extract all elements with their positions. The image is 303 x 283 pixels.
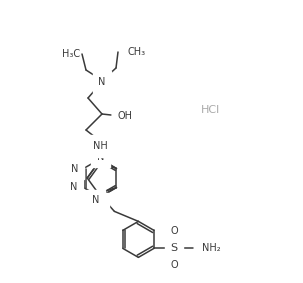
Text: NH₂: NH₂ <box>202 243 221 253</box>
Text: CH₃: CH₃ <box>128 47 146 57</box>
Text: N: N <box>97 152 104 162</box>
Text: NH: NH <box>93 141 107 151</box>
Text: N: N <box>98 77 106 87</box>
Text: O: O <box>170 260 178 270</box>
Text: OH: OH <box>118 111 133 121</box>
Text: HCl: HCl <box>200 105 220 115</box>
Text: N: N <box>92 195 99 205</box>
Text: N: N <box>96 199 104 209</box>
Text: S: S <box>170 243 178 253</box>
Text: N: N <box>70 183 78 192</box>
Text: O: O <box>170 226 178 236</box>
Text: H₃C: H₃C <box>62 49 80 59</box>
Text: N: N <box>71 164 78 173</box>
